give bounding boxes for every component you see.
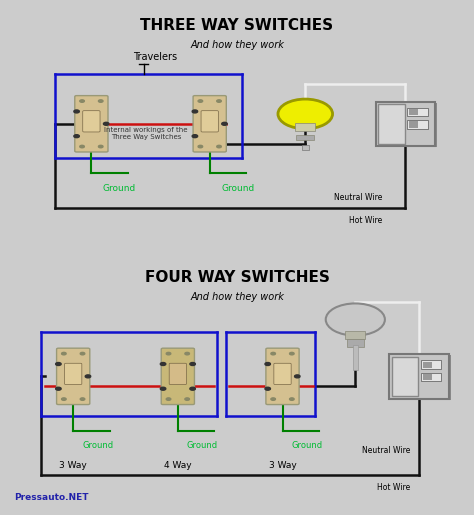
Circle shape <box>294 375 300 378</box>
Text: Ground: Ground <box>292 441 323 450</box>
Circle shape <box>74 135 79 138</box>
Circle shape <box>80 398 85 400</box>
Bar <box>407 108 428 116</box>
Circle shape <box>99 100 103 102</box>
FancyBboxPatch shape <box>83 111 100 132</box>
FancyBboxPatch shape <box>193 96 226 152</box>
Bar <box>423 374 432 380</box>
Text: Ground: Ground <box>187 441 218 450</box>
Circle shape <box>166 398 171 400</box>
Text: Neutral Wire: Neutral Wire <box>334 194 383 202</box>
FancyBboxPatch shape <box>75 96 108 152</box>
Circle shape <box>185 352 190 355</box>
Text: Hot Wire: Hot Wire <box>377 483 410 492</box>
Bar <box>376 101 435 146</box>
Bar <box>295 123 315 131</box>
Bar <box>392 356 419 396</box>
Circle shape <box>278 99 333 129</box>
Text: 3 Way: 3 Way <box>59 461 87 470</box>
Text: FOUR WAY SWITCHES: FOUR WAY SWITCHES <box>145 270 329 285</box>
Text: Travelers: Travelers <box>133 52 177 62</box>
Circle shape <box>271 398 275 400</box>
Circle shape <box>290 398 294 400</box>
Text: 3 Way: 3 Way <box>269 461 296 470</box>
Circle shape <box>217 145 221 148</box>
Circle shape <box>55 387 61 390</box>
Bar <box>390 354 448 399</box>
Circle shape <box>80 145 84 148</box>
Text: Internal workings of the
Three Way Switches: Internal workings of the Three Way Switc… <box>104 127 188 140</box>
Circle shape <box>326 303 385 336</box>
Circle shape <box>185 398 190 400</box>
Circle shape <box>192 110 198 113</box>
Circle shape <box>103 123 109 125</box>
FancyBboxPatch shape <box>201 111 219 132</box>
Bar <box>301 145 309 150</box>
Bar <box>409 109 418 115</box>
Circle shape <box>271 352 275 355</box>
Circle shape <box>190 387 195 390</box>
Text: Hot Wire: Hot Wire <box>349 216 383 225</box>
Bar <box>347 339 364 347</box>
Bar <box>423 362 432 368</box>
FancyBboxPatch shape <box>64 363 82 385</box>
Text: 4 Way: 4 Way <box>164 461 191 470</box>
Circle shape <box>192 135 198 138</box>
Text: Ground: Ground <box>82 441 113 450</box>
FancyBboxPatch shape <box>56 348 90 405</box>
Bar <box>407 120 428 129</box>
Circle shape <box>190 363 195 366</box>
Circle shape <box>222 123 227 125</box>
Circle shape <box>62 352 66 355</box>
Circle shape <box>55 363 61 366</box>
FancyBboxPatch shape <box>266 348 299 405</box>
Text: And how they work: And how they work <box>190 293 284 302</box>
FancyBboxPatch shape <box>169 363 186 385</box>
Bar <box>353 346 358 370</box>
Bar <box>420 373 441 381</box>
Circle shape <box>160 387 166 390</box>
Circle shape <box>99 145 103 148</box>
FancyBboxPatch shape <box>161 348 194 405</box>
Bar <box>420 360 441 369</box>
Circle shape <box>217 100 221 102</box>
Text: And how they work: And how they work <box>190 40 284 50</box>
FancyBboxPatch shape <box>274 363 291 385</box>
Bar <box>409 122 418 128</box>
Text: Ground: Ground <box>103 183 136 193</box>
Circle shape <box>290 352 294 355</box>
Circle shape <box>160 363 166 366</box>
Bar <box>296 135 314 140</box>
Circle shape <box>198 145 203 148</box>
Bar <box>378 104 405 144</box>
Bar <box>378 103 437 147</box>
Circle shape <box>265 387 271 390</box>
Bar <box>345 331 365 339</box>
Text: Pressauto.NET: Pressauto.NET <box>14 493 89 503</box>
Circle shape <box>265 363 271 366</box>
Bar <box>392 355 451 400</box>
Circle shape <box>198 100 203 102</box>
Text: THREE WAY SWITCHES: THREE WAY SWITCHES <box>140 18 334 32</box>
Circle shape <box>80 100 84 102</box>
Circle shape <box>62 398 66 400</box>
Circle shape <box>85 375 91 378</box>
Circle shape <box>80 352 85 355</box>
Circle shape <box>74 110 79 113</box>
Text: Ground: Ground <box>221 183 255 193</box>
Text: Neutral Wire: Neutral Wire <box>362 446 410 455</box>
Circle shape <box>166 352 171 355</box>
